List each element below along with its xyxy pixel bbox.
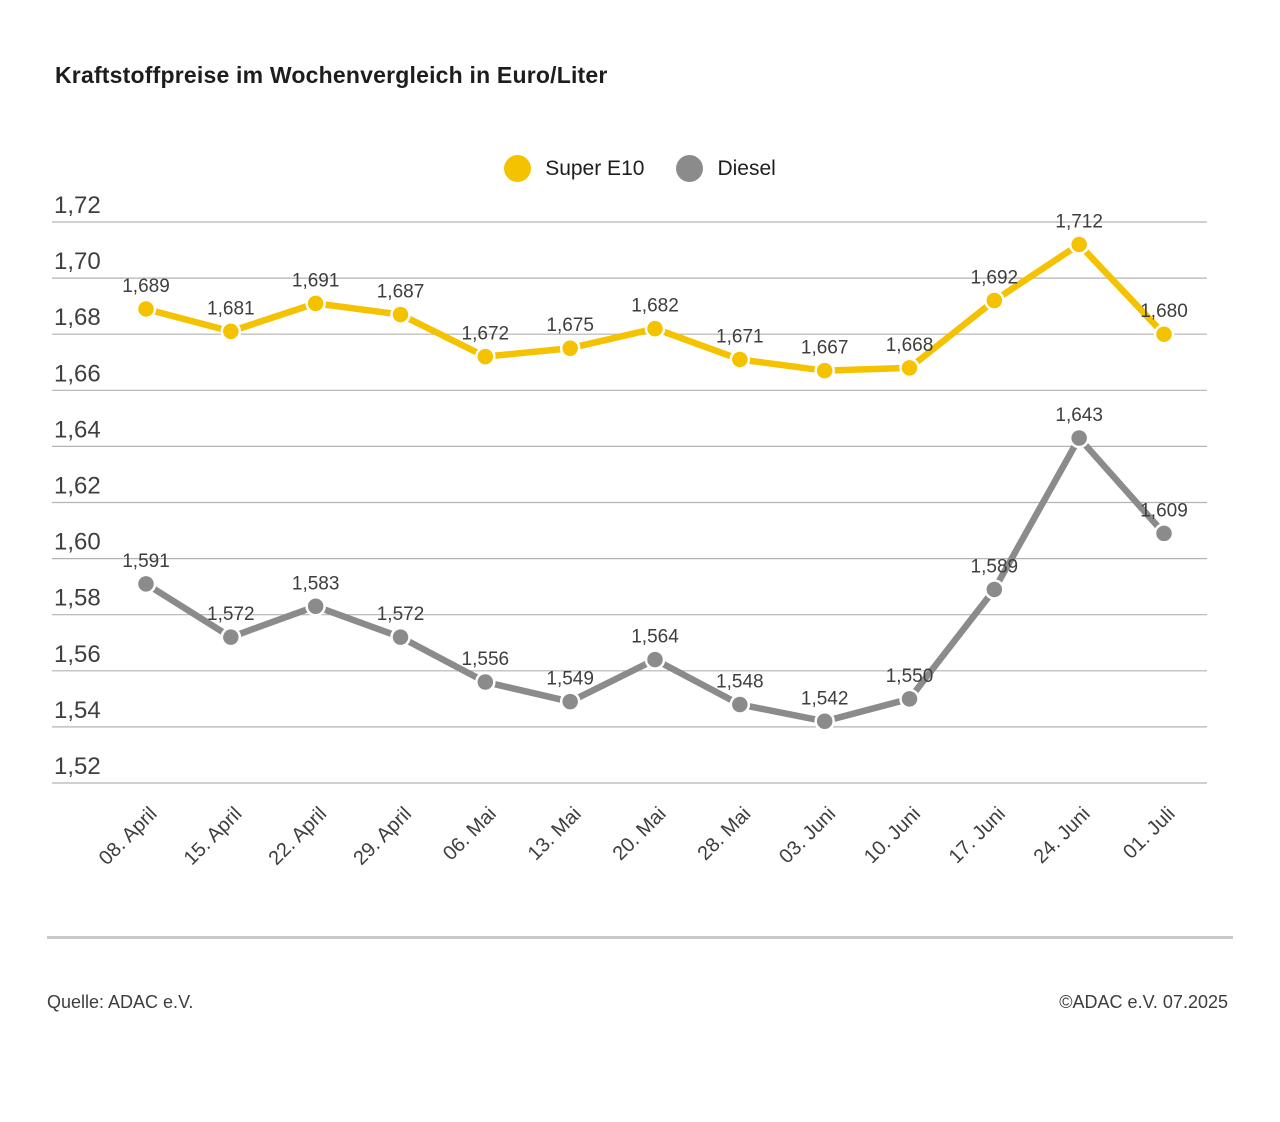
x-axis-tick-label: 01. Juli (1119, 803, 1179, 863)
super-e10-value-label: 1,689 (122, 276, 170, 297)
super-e10-point (1068, 234, 1090, 255)
super-e10-value-label: 1,667 (801, 338, 849, 359)
super-e10-point (135, 298, 157, 320)
diesel-point (475, 671, 496, 693)
x-axis-tick-label: 24. Juni (1030, 803, 1095, 868)
super-e10-value-label: 1,692 (971, 268, 1019, 289)
x-axis-tick-label: 15. April (180, 803, 247, 870)
diesel-point (644, 649, 666, 670)
y-axis-tick-label: 1,52 (54, 753, 101, 780)
y-axis-tick-label: 1,70 (54, 248, 101, 275)
source-text: Quelle: ADAC e.V. (47, 992, 194, 1012)
super-e10-point (220, 321, 242, 342)
x-axis-tick-label: 13. Mai (524, 803, 586, 865)
super-e10-point (390, 304, 411, 325)
super-e10-point (559, 337, 581, 359)
y-axis-tick-label: 1,64 (54, 416, 101, 443)
legend-label: Diesel (717, 156, 776, 180)
super-e10-value-label: 1,687 (377, 282, 425, 303)
diesel-value-label: 1,564 (631, 627, 679, 648)
x-axis-tick-label: 10. Juni (860, 803, 925, 868)
diesel-point (814, 711, 835, 732)
x-axis-tick-label: 22. April (265, 803, 332, 870)
super-e10-point (729, 349, 751, 370)
diesel-point (135, 573, 157, 595)
diesel-value-label: 1,591 (122, 551, 170, 572)
diesel-value-label: 1,583 (292, 573, 340, 594)
diesel-value-label: 1,550 (886, 666, 934, 687)
super-e10-point (644, 318, 666, 339)
x-axis-tick-label: 29. April (349, 803, 416, 870)
diesel-value-label: 1,542 (801, 688, 849, 709)
copyright-text: ©ADAC e.V. 07.2025 (1059, 992, 1228, 1012)
super-e10-point (984, 290, 1005, 311)
diesel-point (220, 626, 242, 648)
legend-item-diesel: Diesel (676, 155, 776, 182)
y-axis-tick-label: 1,56 (54, 641, 101, 668)
y-axis-tick-label: 1,66 (54, 360, 101, 387)
diesel-point (1068, 427, 1090, 449)
x-axis-tick-label: 06. Mai (439, 803, 501, 865)
diesel-point (305, 596, 326, 617)
diesel-point (984, 579, 1005, 600)
fuel-price-line-chart: 1,72 1,70 1,68 1,66 1,64 1,62 1,60 1,58 1,56 1,54… (52, 192, 1207, 870)
super-e10-point (305, 293, 326, 314)
super-e10-value-label: 1,680 (1140, 301, 1188, 322)
diesel-point (559, 691, 581, 712)
super-e10-point (1153, 323, 1175, 345)
legend-label: Super E10 (545, 156, 645, 180)
x-axis-tick-label: 03. Juni (775, 803, 840, 868)
diesel-value-label: 1,609 (1140, 500, 1188, 521)
super-e10-value-label: 1,672 (462, 324, 510, 345)
super-e10-point (475, 346, 496, 367)
y-axis-tick-label: 1,54 (54, 697, 101, 724)
super-e10-point (899, 357, 920, 379)
super-e10-value-label: 1,675 (546, 315, 594, 336)
x-axis-tick-label: 28. Mai (693, 803, 755, 865)
diesel-point (1153, 523, 1175, 544)
super-e10-value-label: 1,691 (292, 270, 340, 291)
diesel-value-label: 1,548 (716, 671, 764, 692)
y-axis-tick-label: 1,72 (54, 192, 101, 219)
diesel-value-label: 1,549 (546, 669, 594, 690)
page-title: Kraftstoffpreise im Wochenvergleich in E… (55, 62, 608, 88)
diesel-value-label: 1,572 (377, 604, 425, 625)
diesel-point (729, 694, 751, 715)
y-axis-tick-label: 1,60 (54, 529, 101, 556)
legend-swatch-icon (504, 155, 532, 182)
diesel-point (390, 626, 411, 648)
diesel-value-label: 1,572 (207, 604, 255, 625)
super-e10-value-label: 1,712 (1055, 211, 1103, 232)
chart-legend: Super E10 Diesel (0, 155, 1280, 182)
y-axis-tick-label: 1,68 (54, 304, 101, 331)
y-axis-tick-label: 1,62 (54, 473, 101, 500)
super-e10-value-label: 1,682 (631, 296, 679, 317)
super-e10-value-label: 1,671 (716, 326, 764, 347)
super-e10-value-label: 1,668 (886, 335, 934, 356)
x-axis-tick-label: 20. Mai (609, 803, 671, 865)
x-axis-tick-label: 17. Juni (945, 803, 1010, 868)
y-axis-tick-label: 1,58 (54, 585, 101, 612)
diesel-value-label: 1,643 (1055, 405, 1103, 426)
super-e10-point (814, 360, 835, 381)
diesel-point (899, 688, 920, 710)
super-e10-value-label: 1,681 (207, 298, 255, 319)
footer-divider (47, 936, 1233, 939)
diesel-value-label: 1,556 (462, 649, 510, 670)
legend-item-super-e10: Super E10 (504, 155, 644, 182)
legend-swatch-icon (676, 155, 704, 182)
diesel-value-label: 1,589 (971, 556, 1019, 577)
x-axis-tick-label: 08. April (95, 803, 162, 870)
